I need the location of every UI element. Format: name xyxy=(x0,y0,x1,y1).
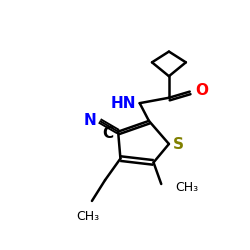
Text: HN: HN xyxy=(111,96,136,112)
Text: O: O xyxy=(195,83,208,98)
Text: N: N xyxy=(84,113,96,128)
Text: S: S xyxy=(173,137,184,152)
Text: C: C xyxy=(102,126,113,142)
Text: CH₃: CH₃ xyxy=(175,180,198,194)
Text: CH₃: CH₃ xyxy=(76,210,100,223)
